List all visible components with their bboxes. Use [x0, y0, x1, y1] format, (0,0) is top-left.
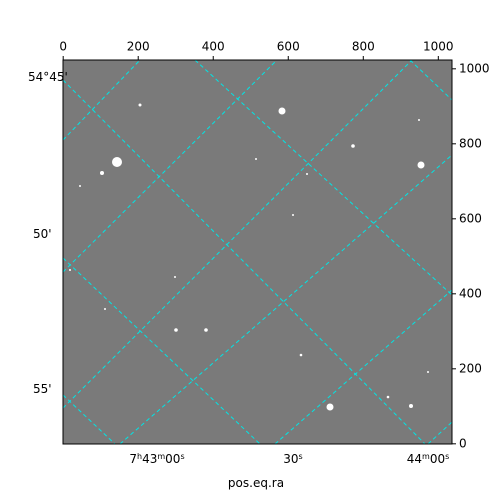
y-tick-label: 600	[459, 211, 482, 225]
y-tick-label: 800	[459, 136, 482, 150]
ra-tick-label: 7h43m00s	[129, 452, 184, 467]
stars	[69, 103, 429, 411]
x-tick-label: 800	[352, 40, 375, 54]
x-tick-label: 400	[202, 40, 225, 54]
y-tick-label: 1000	[459, 61, 490, 75]
x-tick-label: 600	[277, 40, 300, 54]
y-tick-label: 400	[459, 286, 482, 300]
sky-image	[63, 60, 452, 444]
y-tick-label: 0	[459, 436, 467, 450]
ra-tick-label: 44m00s	[407, 452, 450, 467]
y-tick-label: 200	[459, 361, 482, 375]
dec-tick-label: 55'	[33, 382, 52, 396]
dec-tick-label: 54°45'	[28, 70, 68, 84]
ra-tick-label: 30s	[283, 452, 302, 467]
x-tick-label: 0	[59, 40, 67, 54]
coordinate-grid	[62, 59, 453, 445]
dec-tick-label: 50'	[33, 227, 52, 241]
frame	[62, 59, 453, 445]
x-tick-label: 200	[127, 40, 150, 54]
x-axis-label: pos.eq.ra	[228, 476, 284, 490]
x-tick-label: 1000	[423, 40, 454, 54]
